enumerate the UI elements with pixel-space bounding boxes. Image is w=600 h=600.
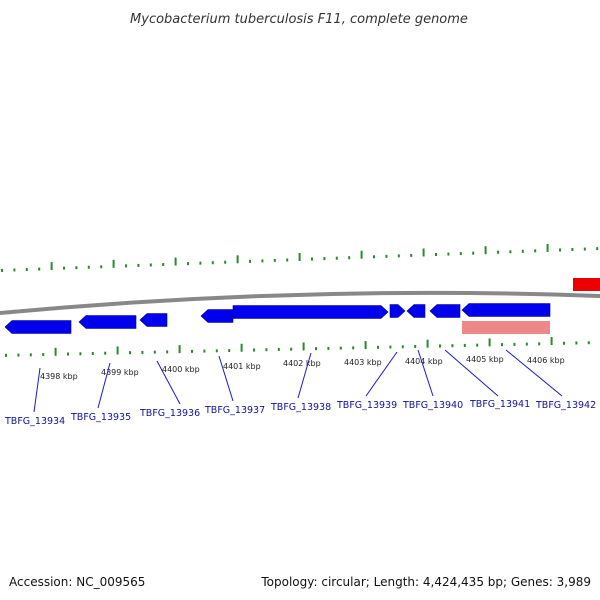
gene-leader-line [97,362,111,409]
gene-arrow[interactable] [461,303,551,317]
map-title: Mycobacterium tuberculosis F11, complete… [130,12,468,27]
gene-arrow[interactable] [78,315,137,329]
scale-label: 4406 kbp [527,356,565,365]
gene-labels: TBFG_13934 TBFG_13935 TBFG_13936 TBFG_13937… [4,349,596,427]
gene-label[interactable]: TBFG_13935 [70,412,131,423]
scale-label: 4402 kbp [283,359,321,368]
scale-label: 4404 kbp [405,357,443,366]
gene-leader-line [297,352,312,399]
gene-label[interactable]: TBFG_13940 [402,400,463,411]
topology-text: Topology: circular; Length: 4,424,435 bp… [260,575,591,589]
gene-arrow[interactable] [232,305,389,319]
gene-arrow[interactable] [389,304,406,318]
gene-leader-line [33,367,41,413]
gene-arrow[interactable] [139,313,168,327]
scale-labels: 4398 kbp 4399 kbp 4400 kbp 4401 kbp 4402 kbp… [40,355,565,381]
pink-feature[interactable] [462,321,550,334]
gene-label[interactable]: TBFG_13937 [204,405,265,416]
genome-backbone [0,290,600,315]
gene-arrows [4,303,551,334]
feature-track [0,278,600,334]
gene-label[interactable]: TBFG_13936 [139,408,200,419]
gene-label[interactable]: TBFG_13942 [535,400,596,411]
red-feature[interactable] [573,278,600,291]
gene-label[interactable]: TBFG_13941 [469,399,530,410]
gene-arrow[interactable] [4,320,72,334]
gene-arrow[interactable] [200,309,234,323]
gene-leader-line [218,355,234,402]
gene-arrow[interactable] [429,304,461,318]
gene-leader-line [444,349,499,397]
scale-label: 4405 kbp [466,355,504,364]
gene-leader-line [417,349,434,397]
gene-leader-line [505,349,563,397]
gene-label[interactable]: TBFG_13934 [4,416,65,427]
inner-tick-ring [5,337,590,357]
scale-label: 4400 kbp [162,365,200,374]
gene-leader-line [365,351,398,397]
scale-label: 4401 kbp [223,362,261,371]
scale-label: 4403 kbp [344,358,382,367]
scale-label: 4398 kbp [40,372,78,381]
gene-leader-line [156,360,181,405]
gene-label[interactable]: TBFG_13939 [336,400,397,411]
scale-label: 4399 kbp [101,368,139,377]
gene-label[interactable]: TBFG_13938 [270,402,331,413]
accession-text: Accession: NC_009565 [9,575,145,589]
gene-arrow[interactable] [406,304,426,318]
outer-tick-ring [1,243,599,272]
